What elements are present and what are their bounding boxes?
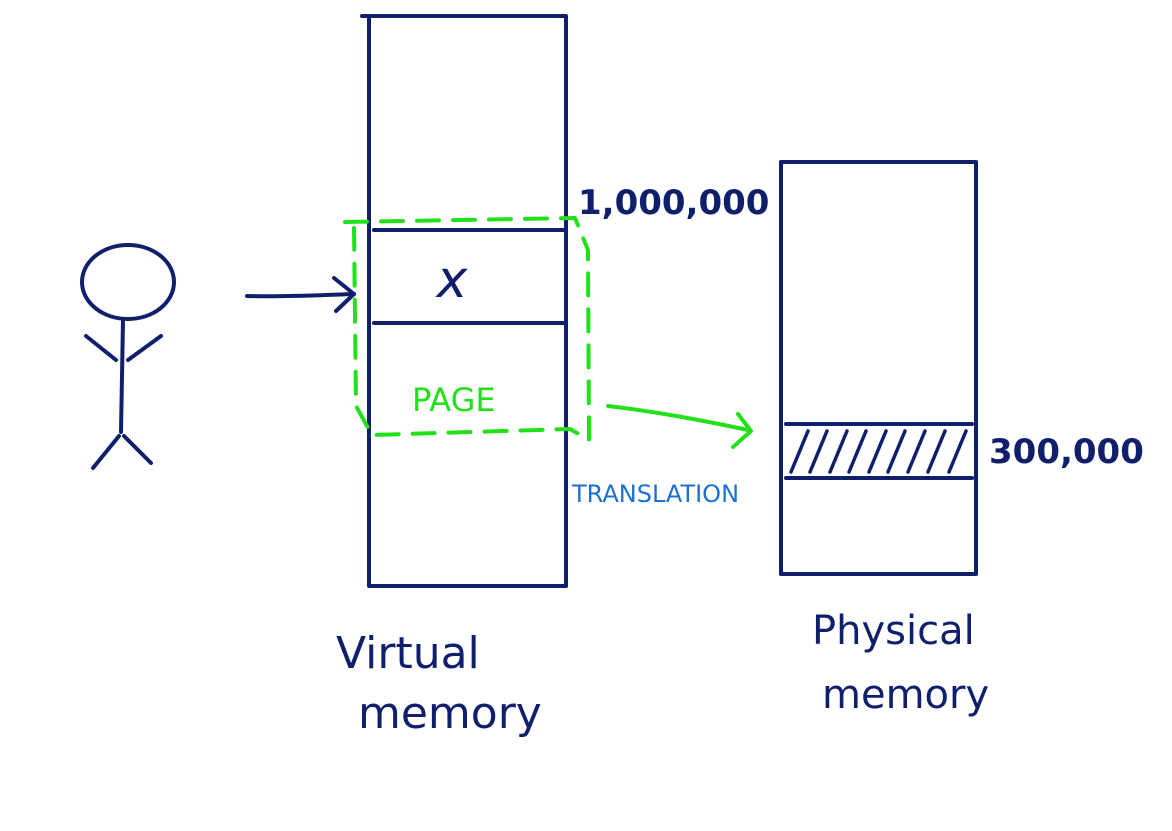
virtual-memory-label-line2: memory <box>358 688 542 739</box>
stick-figure-left-leg <box>91 434 121 470</box>
physical-address-label: 300,000 <box>989 432 1144 472</box>
physical-frame-hatch <box>789 429 968 474</box>
physical-memory-label-line1: Physical <box>812 608 975 654</box>
virtual-memory-block <box>360 14 568 588</box>
translation-label: TRANSLATION <box>571 480 739 508</box>
stick-figure-body <box>119 318 125 434</box>
physical-memory-block <box>779 160 978 576</box>
access-arrow-head <box>332 276 356 313</box>
virtual-variable-label: x <box>435 250 469 310</box>
stick-figure-head <box>80 243 176 321</box>
translation-arrow <box>606 404 753 449</box>
stick-figure-left-arm <box>84 334 118 362</box>
access-arrow <box>245 276 356 313</box>
page-outline <box>343 216 591 442</box>
stick-figure-right-arm <box>126 334 163 362</box>
translation-arrow-head <box>731 412 753 449</box>
physical-memory-label-line2: memory <box>822 672 989 718</box>
virtual-address-label: 1,000,000 <box>578 183 769 223</box>
stick-figure-icon <box>80 243 176 470</box>
virtual-memory-label-line1: Virtual <box>336 628 480 679</box>
page-label: PAGE <box>412 381 496 419</box>
stick-figure-right-leg <box>122 434 153 465</box>
